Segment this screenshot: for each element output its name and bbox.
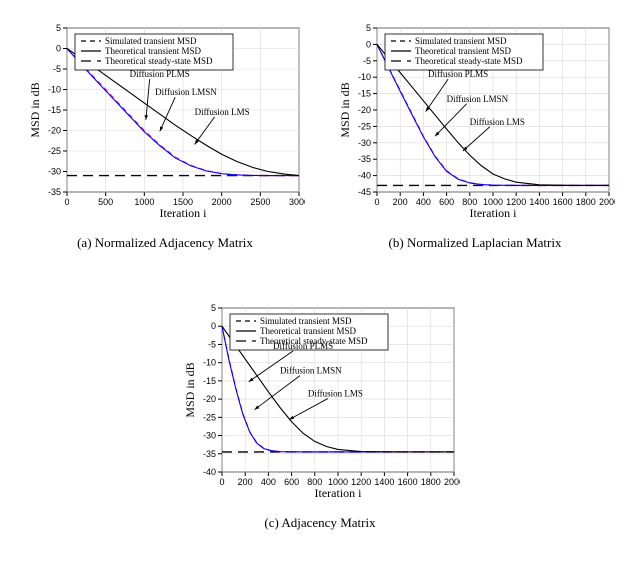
- legend-label: Theoretical transient MSD: [105, 46, 201, 56]
- caption-c: (c) Adjacency Matrix: [180, 515, 460, 531]
- tick-label-y: 0: [366, 39, 371, 49]
- tick-label-y: -10: [48, 85, 61, 95]
- tick-label-y: -15: [203, 376, 216, 386]
- tick-label-y: -20: [48, 126, 61, 136]
- tick-label-y: -10: [358, 72, 371, 82]
- tick-label-x: 400: [261, 477, 276, 487]
- tick-label-x: 1800: [421, 477, 441, 487]
- tick-label-x: 0: [374, 197, 379, 207]
- annotation-label: Diffusion LMSN: [155, 87, 217, 97]
- annotation-label: Diffusion LMS: [308, 389, 363, 399]
- tick-label-x: 0: [219, 477, 224, 487]
- y-axis-label: MSD in dB: [183, 362, 197, 417]
- legend-label: Theoretical transient MSD: [260, 326, 356, 336]
- tick-label-x: 2000: [212, 197, 232, 207]
- y-axis-label: MSD in dB: [28, 82, 42, 137]
- tick-label-y: 5: [56, 23, 61, 33]
- tick-label-y: -40: [358, 171, 371, 181]
- tick-label-y: -5: [53, 64, 61, 74]
- tick-label-x: 1800: [576, 197, 596, 207]
- annotation-label: Diffusion PLMS: [130, 69, 190, 79]
- tick-label-x: 600: [439, 197, 454, 207]
- legend-label: Theoretical steady-state MSD: [105, 56, 213, 66]
- tick-label-x: 1600: [553, 197, 573, 207]
- tick-label-x: 2000: [599, 197, 615, 207]
- x-axis-label: Iteration i: [470, 206, 518, 220]
- x-axis-label: Iteration i: [160, 206, 208, 220]
- legend-label: Simulated transient MSD: [415, 36, 507, 46]
- tick-label-y: -25: [48, 146, 61, 156]
- tick-label-y: -5: [363, 56, 371, 66]
- tick-label-x: 200: [393, 197, 408, 207]
- tick-label-x: 1400: [529, 197, 549, 207]
- tick-label-x: 3000: [289, 197, 305, 207]
- tick-label-y: -5: [208, 339, 216, 349]
- tick-label-x: 200: [238, 477, 253, 487]
- tick-label-x: 1600: [398, 477, 418, 487]
- tick-label-y: -20: [358, 105, 371, 115]
- tick-label-y: -30: [48, 167, 61, 177]
- legend-label: Theoretical transient MSD: [415, 46, 511, 56]
- tick-label-x: 1400: [374, 477, 394, 487]
- tick-label-x: 1000: [134, 197, 154, 207]
- caption-a: (a) Normalized Adjacency Matrix: [25, 235, 305, 251]
- legend-label: Simulated transient MSD: [260, 316, 352, 326]
- tick-label-x: 2500: [250, 197, 270, 207]
- tick-label-y: -45: [358, 187, 371, 197]
- tick-label-y: -25: [358, 121, 371, 131]
- caption-b: (b) Normalized Laplacian Matrix: [335, 235, 615, 251]
- x-axis-label: Iteration i: [315, 486, 363, 500]
- tick-label-x: 400: [416, 197, 431, 207]
- y-axis-label: MSD in dB: [338, 82, 352, 137]
- tick-label-y: -25: [203, 412, 216, 422]
- legend-label: Simulated transient MSD: [105, 36, 197, 46]
- annotation-label: Diffusion PLMS: [428, 69, 488, 79]
- tick-label-y: -35: [203, 449, 216, 459]
- annotation-label: Diffusion PLMS: [273, 341, 333, 351]
- chart-b: 0200400600800100012001400160018002000-45…: [335, 20, 615, 220]
- tick-label-y: -10: [203, 358, 216, 368]
- tick-label-y: -40: [203, 467, 216, 477]
- tick-label-y: -15: [358, 89, 371, 99]
- chart-c: 0200400600800100012001400160018002000-40…: [180, 300, 460, 500]
- tick-label-x: 0: [64, 197, 69, 207]
- tick-label-y: -35: [358, 154, 371, 164]
- annotation-label: Diffusion LMSN: [447, 94, 509, 104]
- tick-label-y: 0: [56, 44, 61, 54]
- tick-label-x: 500: [98, 197, 113, 207]
- tick-label-y: 0: [211, 321, 216, 331]
- tick-label-y: 5: [366, 23, 371, 33]
- chart-a: 050010001500200025003000-35-30-25-20-15-…: [25, 20, 305, 220]
- annotation-label: Diffusion LMS: [470, 117, 525, 127]
- tick-label-y: -30: [203, 431, 216, 441]
- tick-label-x: 600: [284, 477, 299, 487]
- legend-label: Theoretical steady-state MSD: [415, 56, 523, 66]
- tick-label-y: -35: [48, 187, 61, 197]
- tick-label-x: 2000: [444, 477, 460, 487]
- annotation-label: Diffusion LMS: [195, 107, 250, 117]
- tick-label-y: -20: [203, 394, 216, 404]
- annotation-label: Diffusion LMSN: [280, 366, 342, 376]
- tick-label-y: 5: [211, 303, 216, 313]
- tick-label-y: -30: [358, 138, 371, 148]
- tick-label-y: -15: [48, 105, 61, 115]
